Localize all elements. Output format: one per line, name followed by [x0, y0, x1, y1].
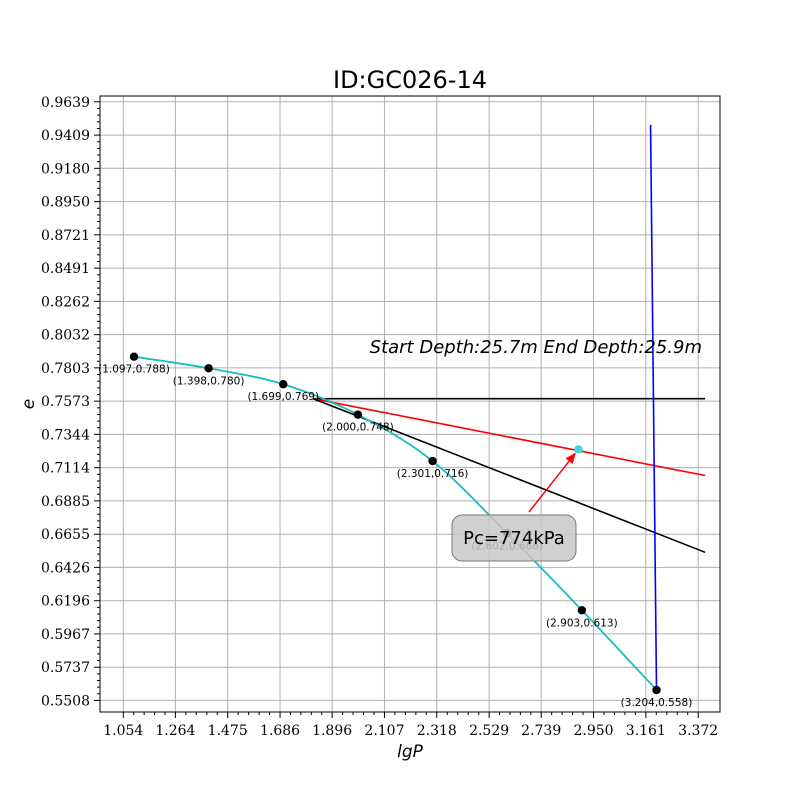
- y-tick-label: 0.8262: [41, 294, 90, 310]
- y-tick-label: 0.9639: [41, 95, 90, 111]
- y-tick-label: 0.7803: [41, 361, 90, 377]
- pc-arrow-shaft: [528, 460, 570, 513]
- pc-label: Pc=774kPa: [463, 528, 565, 549]
- x-tick-label: 3.161: [626, 723, 666, 739]
- y-tick-label: 0.5508: [41, 693, 90, 709]
- x-tick-label: 1.475: [208, 723, 248, 739]
- x-tick-label: 2.318: [417, 723, 457, 739]
- y-axis-label: e: [19, 399, 39, 409]
- fit-lines: [312, 124, 706, 690]
- y-tick-label: 0.8950: [41, 195, 90, 211]
- pc-point: [574, 445, 583, 454]
- data-point: [577, 606, 587, 615]
- data-point-label: (3.204,0.558): [621, 697, 693, 709]
- x-axis-label: lgP: [397, 742, 424, 762]
- y-tick-label: 0.8721: [41, 228, 90, 244]
- y-tick-label: 0.7573: [41, 394, 90, 410]
- data-point-label: (2.903,0.613): [546, 617, 618, 629]
- y-tick-label: 0.6655: [41, 527, 90, 543]
- y-tick-label: 0.5737: [41, 660, 90, 676]
- y-tick-label: 0.8032: [41, 328, 90, 344]
- x-tick-label: 1.264: [155, 723, 195, 739]
- data-points: (1.097,0.788)(1.398,0.780)(1.699,0.769) (…: [98, 352, 693, 709]
- depth-annotation: Start Depth:25.7m End Depth:25.9m: [370, 337, 702, 358]
- y-tick-label: 0.6196: [41, 594, 90, 610]
- y-tick-label: 0.5967: [41, 627, 90, 643]
- y-tick-label: 0.9180: [41, 161, 90, 177]
- data-point-label: (1.699,0.769): [247, 391, 319, 403]
- data-point-label: (2.000,0.748): [322, 422, 394, 434]
- data-point: [428, 456, 437, 466]
- y-tick-label: 0.9409: [41, 128, 90, 144]
- data-point: [129, 352, 139, 361]
- x-tick-label: 2.950: [573, 723, 613, 739]
- x-tick-label: 2.739: [521, 723, 561, 739]
- pc-label-box: [451, 514, 577, 562]
- data-point-label: (1.097,0.788): [98, 364, 170, 376]
- x-tick-label: 1.054: [103, 723, 143, 739]
- x-tick-label: 3.372: [678, 723, 718, 739]
- y-tick-label: 0.8491: [41, 261, 90, 277]
- chart-title: ID:GC026-14: [333, 66, 487, 94]
- axis-ticks: 1.054 1.264 1.475 1.686 1.896 2.107 2.318 2.529…: [41, 95, 718, 739]
- y-tick-label: 0.7114: [41, 461, 90, 477]
- y-tick-label: 0.7344: [41, 427, 90, 443]
- y-tick-label: 0.6426: [41, 560, 90, 576]
- x-tick-label: 2.107: [364, 723, 404, 739]
- fit-line: [313, 397, 706, 477]
- data-point: [353, 410, 363, 419]
- annotations: Pc=774kPa Start Depth:25.7m End Depth:25.…: [370, 337, 702, 562]
- y-tick-label: 0.6885: [41, 494, 90, 510]
- x-tick-label: 2.529: [469, 723, 509, 739]
- x-tick-label: 1.896: [312, 723, 352, 739]
- fit-line: [312, 397, 706, 554]
- pc-arrow-head: [565, 452, 576, 464]
- data-point: [204, 364, 213, 373]
- data-point: [652, 685, 661, 695]
- fit-line: [649, 124, 658, 690]
- data-point-label: (2.301,0.716): [397, 468, 469, 480]
- data-point-label: (1.398,0.780): [173, 375, 245, 387]
- x-tick-label: 1.686: [260, 723, 300, 739]
- plot-frame: [99, 95, 721, 713]
- grid: [100, 96, 720, 712]
- data-point: [279, 380, 288, 389]
